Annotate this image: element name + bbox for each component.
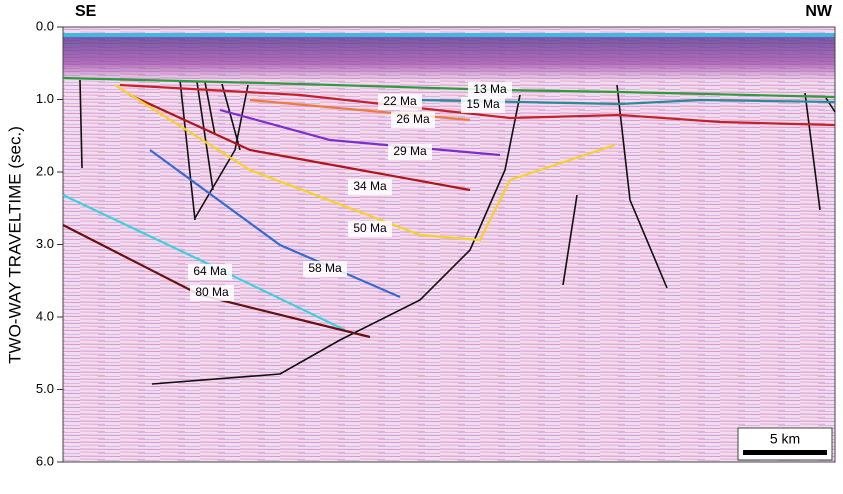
horizon-label: 80 Ma [195, 285, 229, 299]
horizon [129, 94, 471, 192]
direction-label: NW [805, 3, 833, 20]
horizon-label: 29 Ma [393, 144, 427, 158]
horizon-label: 26 Ma [396, 112, 430, 126]
label-box [391, 112, 435, 128]
seafloor-band [63, 36, 835, 81]
horizon-label: 50 Ma [353, 221, 387, 235]
tick-label: 4.0 [36, 308, 54, 323]
label-box [348, 221, 392, 237]
label-box [188, 264, 232, 280]
label-box [303, 261, 347, 277]
tick-label: 0.0 [36, 18, 54, 33]
horizon [219, 108, 501, 157]
sea-surface [63, 33, 835, 37]
horizon-label: 64 Ma [193, 264, 227, 278]
label-box [468, 82, 512, 98]
tick-label: 3.0 [36, 236, 54, 251]
horizon-label: 13 Ma [473, 82, 507, 96]
horizon-label: 34 Ma [353, 179, 387, 193]
label-box [348, 179, 392, 195]
scale-label: 5 km [770, 431, 800, 447]
horizon [114, 84, 616, 242]
horizon-label: 15 Ma [466, 97, 500, 111]
horizon [149, 149, 401, 299]
label-box [461, 97, 505, 113]
tick-label: 6.0 [36, 453, 54, 468]
label-box [388, 144, 432, 160]
horizon-label: 22 Ma [383, 94, 417, 108]
label-box [378, 94, 422, 110]
horizon [119, 83, 836, 127]
horizon-label: 58 Ma [308, 261, 342, 275]
seismic-image [63, 27, 835, 462]
axis-title: TWO-WAY TRAVELTIME (sec.) [5, 126, 24, 364]
label-box [190, 285, 234, 301]
tick-label: 2.0 [36, 163, 54, 178]
tick-label: 5.0 [36, 381, 54, 396]
horizon [62, 194, 346, 331]
tick-label: 1.0 [36, 91, 54, 106]
scale-bar [743, 450, 827, 455]
direction-label: SE [75, 3, 97, 20]
